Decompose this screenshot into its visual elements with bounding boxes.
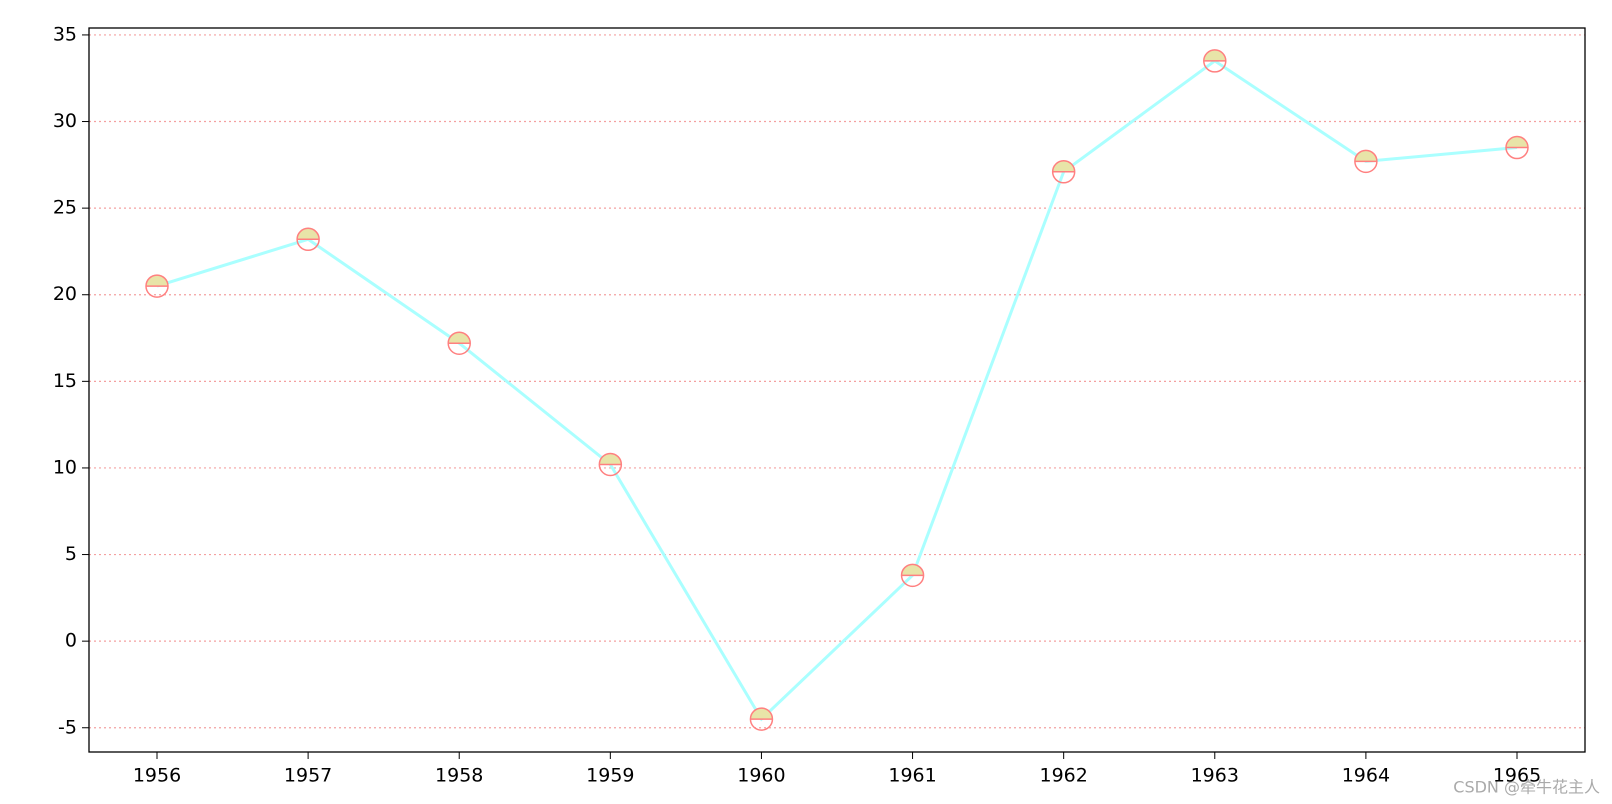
marker-edge xyxy=(598,452,623,477)
x-tick-label: 1962 xyxy=(1039,765,1087,787)
marker-top xyxy=(1203,49,1226,61)
marker-top xyxy=(297,228,320,240)
marker-edge xyxy=(900,563,925,588)
marker-edge xyxy=(1203,49,1227,73)
marker-edge xyxy=(1505,135,1529,160)
y-tick-label: 35 xyxy=(53,23,77,45)
y-tick-label: 20 xyxy=(53,283,77,305)
x-tick-label: 1963 xyxy=(1191,765,1239,787)
marker xyxy=(447,331,471,355)
marker-top xyxy=(599,453,622,465)
y-tick-label: -5 xyxy=(58,716,77,738)
marker xyxy=(1203,49,1227,73)
marker-top xyxy=(1506,136,1528,148)
x-tick-label: 1961 xyxy=(888,765,936,787)
y-tick-label: 25 xyxy=(53,197,77,219)
marker xyxy=(296,227,320,252)
watermark: CSDN @牵牛花主人 xyxy=(1453,778,1600,797)
marker-edge xyxy=(145,274,169,298)
y-tick-label: 0 xyxy=(65,630,77,652)
marker xyxy=(145,274,169,298)
marker-top xyxy=(1052,160,1075,172)
x-tick-label: 1964 xyxy=(1342,765,1390,787)
y-tick-label: 30 xyxy=(53,110,77,132)
marker-edge xyxy=(447,331,471,355)
y-tick-label: 10 xyxy=(53,456,77,478)
marker-edge xyxy=(749,707,774,731)
marker-top xyxy=(750,708,773,720)
marker-top xyxy=(901,564,924,576)
plot-frame xyxy=(88,27,1586,753)
marker-edge xyxy=(296,227,320,252)
marker xyxy=(1505,135,1529,160)
x-tick-label: 1957 xyxy=(284,765,332,787)
marker xyxy=(749,707,774,731)
marker xyxy=(1051,160,1076,184)
marker xyxy=(598,452,623,477)
marker-top xyxy=(1354,150,1377,162)
marker-edge xyxy=(1051,160,1076,184)
marker-top xyxy=(448,332,471,344)
series-line xyxy=(156,59,1518,722)
marker-top xyxy=(146,275,168,287)
x-tick-label: 1958 xyxy=(435,765,483,787)
y-tick-label: 15 xyxy=(53,370,77,392)
marker xyxy=(1354,149,1378,174)
marker-edge xyxy=(1354,149,1378,174)
x-tick-label: 1965 xyxy=(1493,765,1541,787)
x-tick-label: 1960 xyxy=(737,765,785,787)
x-tick-label: 1959 xyxy=(586,765,634,787)
x-tick-label: 1956 xyxy=(133,765,181,787)
y-tick-label: 5 xyxy=(65,543,77,565)
marker xyxy=(900,563,925,588)
